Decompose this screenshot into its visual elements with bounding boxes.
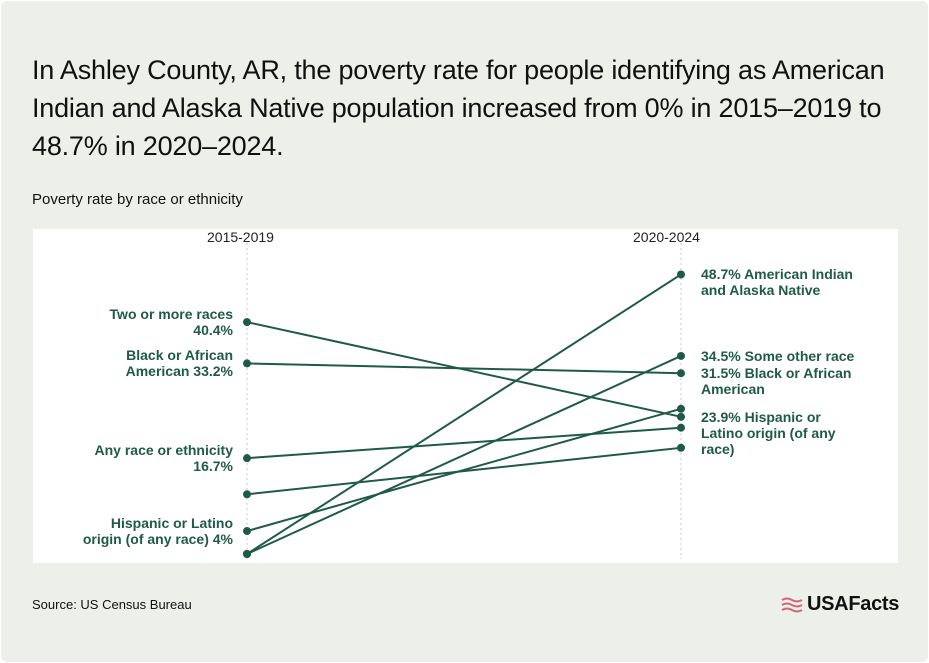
x-axis-label-start: 2015-2019 — [207, 229, 274, 245]
series-line-3 — [246, 321, 682, 418]
slope-chart-svg — [243, 243, 685, 559]
chart-headline: In Ashley County, AR, the poverty rate f… — [32, 55, 885, 161]
usafacts-logo[interactable]: USAFacts — [781, 593, 899, 616]
series-line-6 — [246, 446, 682, 496]
series-dot-end-2 — [677, 369, 685, 378]
series-line-4 — [246, 407, 682, 533]
series-dot-end-1 — [677, 351, 685, 360]
series-dot-end-0 — [677, 270, 685, 279]
slope-chart: 2015-2019 2020-2024 Two or more races 40.… — [33, 229, 898, 563]
series-line-0 — [246, 273, 682, 555]
right-label-0: 48.7% American Indian and Alaska Native — [701, 266, 853, 299]
series-dot-end-5 — [677, 423, 685, 432]
series-dot-end-3 — [677, 412, 685, 421]
left-label-1: Black or African American 33.2% — [125, 347, 233, 380]
right-label-1: 34.5% Some other race — [701, 347, 855, 364]
left-label-2: Any race or ethnicity 16.7% — [94, 442, 234, 475]
chart-subtitle: Poverty rate by race or ethnicity — [32, 191, 243, 208]
right-label-2: 31.5% Black or African American — [701, 365, 852, 398]
series-dot-start-1 — [243, 550, 251, 558]
series-dot-end-4 — [677, 404, 685, 413]
series-dot-start-6 — [243, 490, 251, 499]
series-dot-end-6 — [677, 443, 685, 452]
series-line-1 — [246, 355, 682, 555]
left-label-3: Hispanic or Latino origin (of any race) 4… — [82, 515, 233, 548]
right-label-3: 23.9% Hispanic or Latino origin (of any ra… — [701, 408, 836, 457]
series-dot-start-5 — [243, 454, 251, 463]
series-line-5 — [246, 426, 682, 460]
usafacts-flag-icon — [781, 597, 803, 612]
left-label-0: Two or more races 40.4% — [109, 306, 233, 339]
source-note: Source: US Census Bureau — [32, 597, 192, 612]
series-dot-start-4 — [243, 527, 251, 536]
series-dot-start-2 — [243, 359, 251, 368]
logo-text: USAFacts — [807, 593, 900, 615]
series-line-2 — [246, 362, 682, 375]
series-dot-start-3 — [243, 318, 251, 327]
x-axis-label-end: 2020-2024 — [633, 229, 700, 245]
